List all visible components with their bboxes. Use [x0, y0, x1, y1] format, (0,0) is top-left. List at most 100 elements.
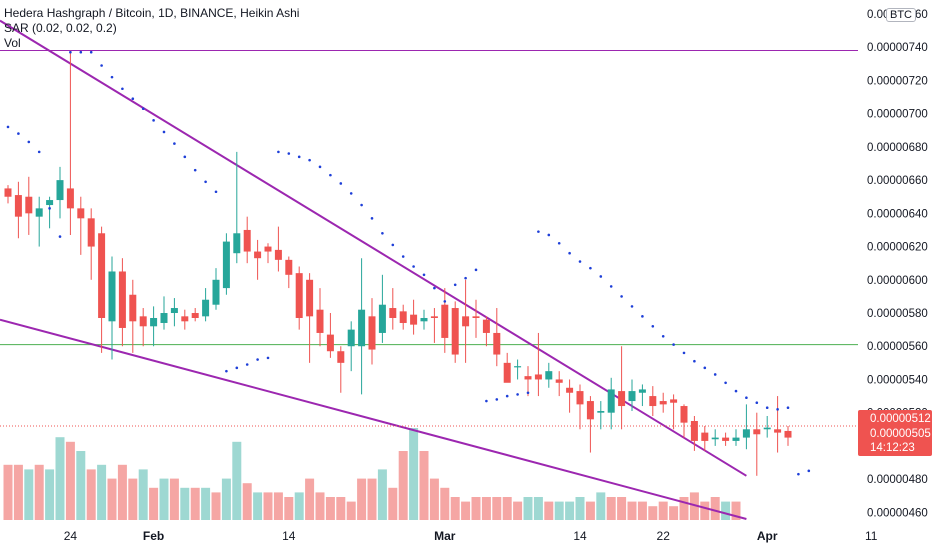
- candle-body: [441, 304, 449, 338]
- sar-dot: [79, 50, 83, 54]
- sar-dot: [495, 398, 499, 401]
- candle-body: [77, 208, 85, 219]
- volume-bar: [117, 464, 127, 520]
- volume-bar: [24, 469, 34, 520]
- volume-bar: [346, 501, 356, 520]
- candle-body: [87, 218, 95, 247]
- trendline: [0, 19, 747, 477]
- volume-bar: [263, 492, 273, 520]
- volume-bar: [450, 497, 460, 520]
- candle-body: [545, 371, 553, 380]
- sar-dot: [464, 276, 467, 280]
- volume-indicator-label[interactable]: Vol: [4, 36, 21, 50]
- sar-dot: [360, 203, 363, 207]
- candle-body: [690, 420, 698, 441]
- volume-bar: [648, 506, 658, 520]
- sar-dot: [682, 351, 686, 355]
- volume-bar: [721, 501, 731, 520]
- sar-dot: [162, 130, 166, 134]
- sar-indicator-label[interactable]: SAR (0.02, 0.02, 0.2): [4, 21, 117, 35]
- price-tick-label: 0.00000700: [867, 109, 928, 121]
- candle-body: [274, 249, 282, 260]
- volume-bar: [367, 478, 377, 520]
- volume-bar: [190, 487, 200, 520]
- sar-dot: [755, 401, 759, 405]
- volume-bar: [65, 441, 75, 520]
- candle-body: [160, 313, 168, 323]
- sar-dot: [370, 217, 374, 220]
- volume-bar: [325, 497, 335, 520]
- sar-dot: [256, 358, 259, 361]
- candle-body: [118, 271, 126, 328]
- volume-bar: [242, 483, 252, 520]
- candle-body: [98, 233, 106, 318]
- volume-bar: [377, 469, 387, 520]
- sar-dot: [69, 50, 72, 54]
- volume-bar: [149, 487, 159, 520]
- candle-body: [566, 387, 574, 393]
- time-tick-label: Feb: [143, 529, 164, 543]
- symbol-title[interactable]: Hedera Hashgraph / Bitcoin, 1D, BINANCE,…: [4, 6, 300, 20]
- time-axis: 24 Feb 14 Mar 14 22 Apr 11: [64, 529, 878, 543]
- sar-dot: [599, 275, 603, 278]
- volume-bar: [606, 497, 616, 520]
- sar-dot: [235, 366, 239, 370]
- sar-dot: [797, 472, 800, 476]
- candle-body: [170, 308, 178, 314]
- volume-bar: [201, 487, 211, 520]
- sar-dot: [110, 75, 114, 79]
- price-tick-label: 0.00000480: [867, 474, 928, 486]
- volume-bar: [409, 428, 419, 520]
- price-tick-label: 0.00000640: [867, 208, 928, 220]
- volume-bar: [128, 478, 138, 520]
- volume-bar: [211, 492, 221, 520]
- sar-dot: [100, 64, 103, 67]
- sar-dot: [381, 231, 384, 235]
- time-tick-label: 14: [573, 529, 587, 543]
- sar-dot: [204, 180, 207, 184]
- volume-bar: [315, 492, 325, 520]
- volume-bar: [585, 501, 595, 520]
- volume-bar: [669, 506, 679, 520]
- price-tick-label: 0.00000720: [867, 75, 928, 87]
- candle-body: [243, 229, 251, 252]
- candle-body: [420, 317, 428, 322]
- sar-dot: [131, 97, 135, 101]
- candle-body: [150, 317, 158, 327]
- candle-body: [368, 316, 376, 350]
- volume-bar: [554, 501, 564, 520]
- sar-dot: [245, 363, 249, 366]
- sar-dot: [630, 305, 634, 308]
- sar-dot: [318, 165, 322, 169]
- sar-dot: [453, 283, 457, 287]
- sar-dot: [141, 107, 145, 110]
- candle-body: [410, 314, 418, 325]
- candle-body: [347, 329, 355, 347]
- sar-dot: [225, 369, 228, 373]
- sar-dot: [401, 255, 405, 258]
- sar-dot: [745, 396, 748, 400]
- candle-body: [597, 411, 605, 413]
- volume-bar: [565, 501, 575, 520]
- sar-dot: [266, 356, 270, 360]
- candle-body: [56, 180, 64, 201]
- candle-body: [576, 391, 584, 405]
- volume-bar: [221, 478, 231, 520]
- volume-bar: [107, 478, 117, 520]
- volume-bar: [180, 487, 190, 520]
- sar-dot: [48, 207, 51, 210]
- sar-dot: [786, 406, 790, 410]
- volume-bar: [502, 497, 512, 520]
- price-tick-label: 0.00000740: [867, 42, 928, 54]
- candle-body: [462, 316, 470, 327]
- sar-dot: [776, 408, 779, 411]
- currency-badge[interactable]: BTC: [886, 8, 916, 22]
- volume-bar: [710, 497, 720, 520]
- volume-bar: [429, 478, 439, 520]
- candle-body: [649, 396, 657, 407]
- volume-bar: [471, 497, 481, 520]
- sar-dot: [152, 119, 155, 122]
- candle-body: [638, 389, 646, 393]
- volume-bar: [34, 464, 44, 520]
